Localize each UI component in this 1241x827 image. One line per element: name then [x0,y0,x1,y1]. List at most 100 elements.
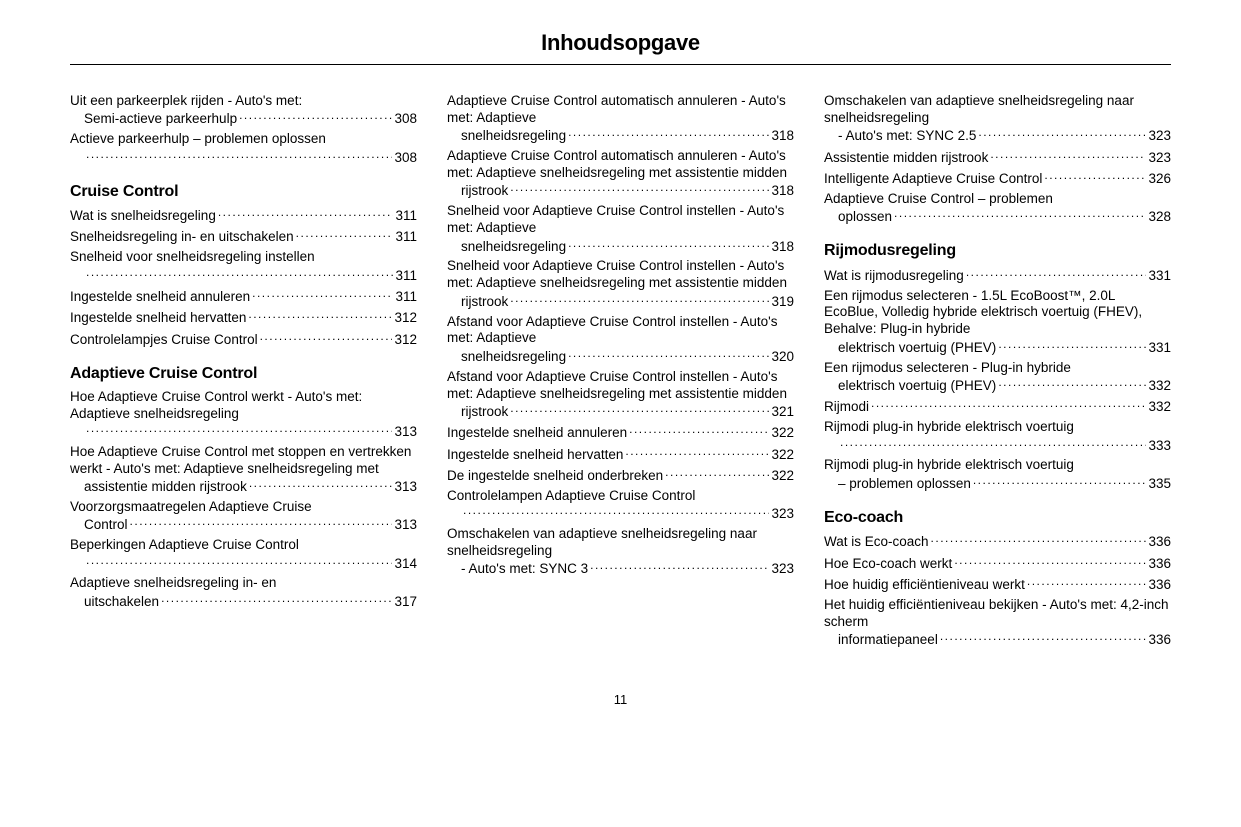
toc-column-2: Adaptieve Cruise Control automatisch ann… [447,93,794,652]
toc-entry-tail: Ingestelde snelheid annuleren [70,289,250,306]
toc-page-number: 323 [1148,150,1171,167]
toc-entry-text: Actieve parkeerhulp – problemen oplossen [70,131,417,148]
toc-entry-text: Adaptieve snelheidsregeling in- en [70,575,417,592]
toc-entry-text: Adaptieve Cruise Control automatisch ann… [447,148,794,182]
toc-entry-tail: rijstrook [461,183,508,200]
toc-entry: Wat is snelheidsregeling311 [70,207,417,225]
toc-leader-dots [966,266,1147,280]
toc-page-number: 308 [394,111,417,128]
toc-page-number: 321 [771,404,794,421]
toc-entry-lastline: Hoe huidig efficiëntieniveau werkt336 [824,575,1171,593]
toc-entry-lastline: De ingestelde snelheid onderbreken322 [447,467,794,485]
toc-page-number: 318 [771,183,794,200]
toc-page-number: 311 [395,229,417,246]
toc-page-number: 335 [1148,476,1171,493]
toc-entry: Adaptieve Cruise Control automatisch ann… [447,148,794,200]
toc-leader-dots [86,554,392,568]
toc-entry-text: Beperkingen Adaptieve Cruise Control [70,537,417,554]
toc-page-number: 336 [1148,577,1171,594]
toc-leader-dots [954,554,1146,568]
toc-leader-dots [86,148,392,162]
toc-entry: Ingestelde snelheid hervatten312 [70,309,417,327]
toc-leader-dots [568,347,769,361]
toc-entry-lastline: rijstrook 321 [447,402,794,420]
toc-entry-text: Een rijmodus selecteren - 1.5L EcoBoost™… [824,288,1171,339]
toc-entry-text: Uit een parkeerplek rijden - Auto's met: [70,93,417,110]
toc-entry: Rijmodi plug-in hybride elektrisch voert… [824,457,1171,492]
toc-leader-dots [990,148,1146,162]
toc-entry-tail: - Auto's met: SYNC 3 [461,561,588,578]
toc-entry-lastline: Wat is Eco-coach336 [824,533,1171,551]
toc-entry: Omschakelen van adaptieve snelheidsregel… [447,526,794,578]
toc-leader-dots [296,228,394,242]
toc-leader-dots [871,398,1146,412]
toc-entry-tail: oplossen [838,209,892,226]
toc-entry: Hoe huidig efficiëntieniveau werkt336 [824,575,1171,593]
toc-page-number: 313 [394,517,417,534]
section-heading: Rijmodusregeling [824,242,1171,260]
toc-entry-lastline: Control 313 [70,516,417,534]
toc-leader-dots [161,592,392,606]
toc-page-number: 319 [771,294,794,311]
toc-page-number: 323 [771,506,794,523]
toc-entry: Actieve parkeerhulp – problemen oplossen… [70,131,417,166]
toc-entry-tail: Control [84,517,128,534]
toc-page-number: 333 [1148,438,1171,455]
toc-page-number: 311 [395,289,417,306]
toc-entry-lastline: elektrisch voertuig (PHEV)332 [824,376,1171,394]
toc-leader-dots [239,110,392,124]
toc-page-number: 322 [771,425,794,442]
toc-leader-dots [665,467,769,481]
toc-leader-dots [510,402,769,416]
toc-entry: Ingestelde snelheid hervatten322 [447,445,794,463]
toc-leader-dots [894,208,1146,222]
toc-page-number: 331 [1148,268,1171,285]
toc-page-number: 326 [1148,171,1171,188]
toc-entry-tail: rijstrook [461,294,508,311]
toc-entry-tail: – problemen oplossen [838,476,971,493]
toc-entry: Afstand voor Adaptieve Cruise Control in… [447,369,794,421]
toc-entry-text: Rijmodi plug-in hybride elektrisch voert… [824,457,1171,474]
toc-leader-dots [510,292,769,306]
toc-entry-text: Hoe Adaptieve Cruise Control met stoppen… [70,444,417,478]
toc-entry-tail: Snelheidsregeling in- en uitschakelen [70,229,294,246]
toc-entry: De ingestelde snelheid onderbreken322 [447,467,794,485]
toc-entry-lastline: Ingestelde snelheid annuleren322 [447,424,794,442]
section-heading: Eco-coach [824,509,1171,527]
toc-page-number: 311 [395,268,417,285]
toc-page-number: 313 [394,479,417,496]
toc-entry: Hoe Eco-coach werkt336 [824,554,1171,572]
toc-entry-lastline: snelheidsregeling318 [447,237,794,255]
toc-entry-text: Afstand voor Adaptieve Cruise Control in… [447,314,794,348]
toc-columns: Uit een parkeerplek rijden - Auto's met:… [70,93,1171,652]
page-title: Inhoudsopgave [70,30,1171,56]
toc-leader-dots [1044,170,1146,184]
toc-entry-lastline: - Auto's met: SYNC 3323 [447,560,794,578]
toc-leader-dots [218,207,394,221]
toc-entry: Snelheid voor Adaptieve Cruise Control i… [447,203,794,255]
toc-entry: Het huidig efficiëntieniveau bekijken - … [824,597,1171,649]
toc-entry-text: Omschakelen van adaptieve snelheidsregel… [447,526,794,560]
toc-entry-tail: snelheidsregeling [461,128,566,145]
toc-entry: Rijmodi plug-in hybride elektrisch voert… [824,419,1171,454]
toc-entry-tail: snelheidsregeling [461,239,566,256]
title-rule [70,64,1171,65]
toc-leader-dots [510,182,769,196]
toc-page-number: 322 [771,468,794,485]
toc-leader-dots [260,330,393,344]
toc-leader-dots [568,127,769,141]
toc-leader-dots [840,436,1146,450]
toc-entry-text: Adaptieve Cruise Control automatisch ann… [447,93,794,127]
toc-entry-text: Voorzorgsmaatregelen Adaptieve Cruise [70,499,417,516]
toc-entry-tail: rijstrook [461,404,508,421]
toc-entry-lastline: Hoe Eco-coach werkt336 [824,554,1171,572]
toc-entry-lastline: Snelheidsregeling in- en uitschakelen 311 [70,228,417,246]
toc-entry-tail: Hoe Eco-coach werkt [824,556,952,573]
toc-entry: Beperkingen Adaptieve Cruise Control314 [70,537,417,572]
toc-entry: Adaptieve Cruise Control – problemenoplo… [824,191,1171,226]
toc-entry-tail: Wat is Eco-coach [824,534,929,551]
toc-leader-dots [86,266,393,280]
toc-entry-text: Snelheid voor Adaptieve Cruise Control i… [447,203,794,237]
toc-entry-lastline: snelheidsregeling318 [447,127,794,145]
toc-entry: Een rijmodus selecteren - Plug-in hybrid… [824,360,1171,395]
